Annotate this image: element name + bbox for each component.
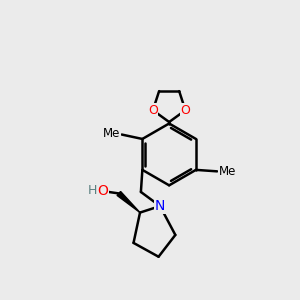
Text: O: O	[97, 184, 108, 198]
Text: N: N	[155, 199, 165, 213]
Text: H: H	[88, 184, 97, 197]
Text: O: O	[180, 104, 190, 117]
Text: Me: Me	[103, 127, 120, 140]
Text: Me: Me	[219, 165, 236, 178]
Text: O: O	[148, 104, 158, 117]
Polygon shape	[117, 191, 140, 213]
